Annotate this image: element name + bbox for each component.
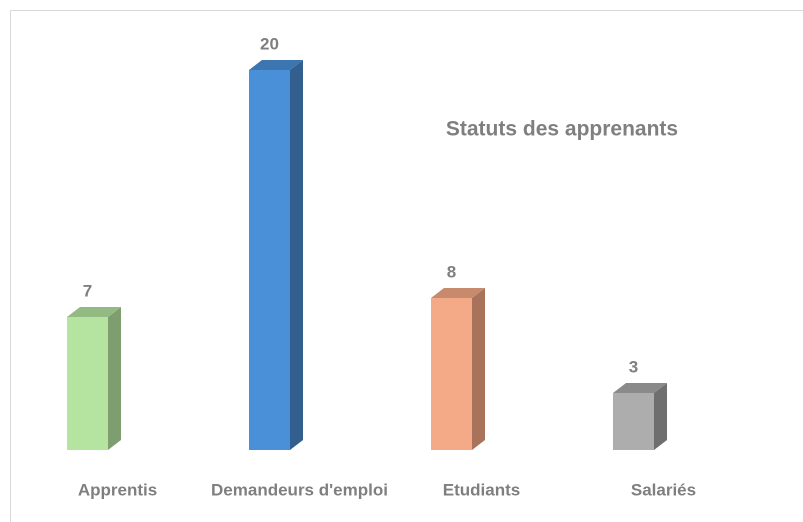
bar-top (613, 383, 667, 393)
chart-frame (10, 10, 803, 522)
x-tick-label: Salariés (631, 480, 696, 499)
bar-side (108, 307, 121, 450)
data-label: 20 (260, 34, 279, 53)
bar-side (472, 288, 485, 450)
bar (67, 317, 108, 450)
bar (431, 298, 472, 450)
x-tick-label: Etudiants (443, 480, 520, 499)
bar (613, 393, 654, 450)
bar-top (67, 307, 121, 317)
data-label: 7 (83, 281, 92, 300)
bar (249, 70, 290, 450)
data-label: 8 (447, 262, 456, 281)
bar-side (290, 60, 303, 450)
x-tick-label: Apprentis (78, 480, 157, 499)
bar-side (654, 383, 667, 450)
x-tick-label: Demandeurs d'emploi (211, 480, 388, 499)
bar-top (431, 288, 485, 298)
chart-title: Statuts des apprenants (446, 118, 678, 141)
bar-top (249, 60, 303, 70)
data-label: 3 (629, 357, 638, 376)
